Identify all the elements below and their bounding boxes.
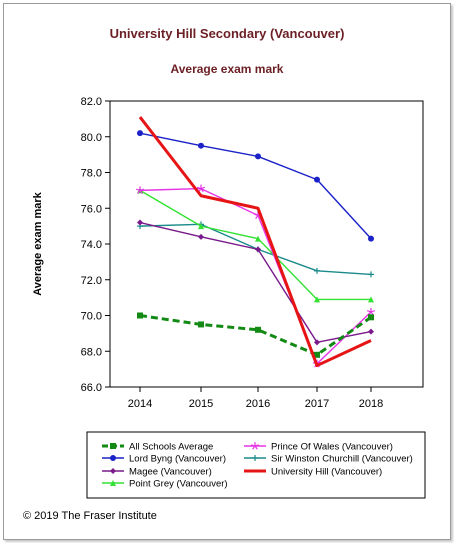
data-point (255, 326, 261, 333)
data-point (314, 176, 320, 183)
star-ray (254, 445, 258, 450)
x-tick-label: 2017 (305, 398, 329, 410)
y-tick-label: 66.0 (81, 382, 102, 394)
legend-marker (110, 443, 116, 449)
series-layer (136, 116, 375, 368)
copyright-footer: © 2019 The Fraser Institute (23, 510, 157, 522)
star-ray (136, 188, 141, 191)
legend-label: University Hill (Vancouver) (271, 467, 382, 478)
plot-area (109, 100, 424, 388)
star-ray (197, 186, 202, 190)
data-point (198, 233, 204, 240)
star-ray (370, 310, 375, 313)
star-ray (252, 445, 256, 450)
y-tick-label: 78.0 (81, 168, 102, 180)
chart-frame: University Hill Secondary (Vancouver) Av… (3, 3, 451, 540)
y-axis-label: Average exam mark (32, 191, 44, 295)
x-tick-label: 2018 (359, 398, 383, 410)
legend-label: Magee (Vancouver) (129, 467, 212, 478)
star-ray (137, 190, 141, 194)
data-point (314, 267, 320, 274)
data-point (368, 235, 374, 242)
series-line (139, 314, 372, 357)
legend-item: Prince Of Wales (Vancouver) (244, 442, 393, 453)
legend-marker (251, 442, 259, 450)
data-point (198, 223, 204, 230)
legend-label: Point Grey (Vancouver) (129, 479, 228, 490)
chart-title: University Hill Secondary (Vancouver) (110, 26, 345, 41)
legend-item: University Hill (Vancouver) (244, 467, 382, 478)
legend-item: All Schools Average (102, 442, 213, 453)
legend-item: Lord Byng (Vancouver) (102, 454, 226, 465)
legend-label: Sir Winston Churchill (Vancouver) (271, 454, 413, 465)
data-point (368, 328, 374, 335)
x-tick-label: 2015 (189, 398, 213, 410)
legend-label: Prince Of Wales (Vancouver) (271, 442, 393, 453)
legend-label: Lord Byng (Vancouver) (129, 454, 226, 465)
data-point (368, 296, 374, 303)
y-tick-label: 80.0 (81, 132, 102, 144)
star-ray (200, 186, 205, 190)
y-tick-label: 70.0 (81, 311, 102, 323)
y-tick-label: 74.0 (81, 239, 102, 251)
y-tick-label: 76.0 (81, 203, 102, 215)
legend-box (86, 431, 426, 499)
data-point (255, 153, 261, 160)
star-ray (200, 188, 204, 193)
legend-marker (110, 455, 116, 461)
star-ray (367, 310, 372, 313)
data-point (137, 130, 143, 137)
y-tick-label: 68.0 (81, 346, 102, 358)
x-axis: 2014 2015 2016 2017 2018 (128, 387, 383, 410)
series-line (138, 116, 372, 368)
series-all-schools-average (137, 312, 374, 358)
data-point (137, 312, 143, 319)
legend-item: Sir Winston Churchill (Vancouver) (244, 454, 413, 465)
legend-marker (110, 480, 116, 486)
data-point (314, 351, 320, 358)
data-point (314, 339, 320, 346)
series-lord-byng-vancouver (137, 130, 374, 242)
legend-marker (252, 455, 258, 461)
data-point (314, 296, 320, 303)
series-university-hill-vancouver (138, 116, 372, 368)
data-point (255, 246, 261, 253)
legend-label: All Schools Average (129, 442, 213, 453)
data-point (368, 314, 374, 321)
data-point (198, 142, 204, 149)
data-point (255, 235, 261, 242)
data-point (197, 184, 205, 193)
data-point (137, 219, 143, 226)
star-ray (139, 190, 143, 194)
star-ray (255, 215, 259, 219)
data-point (198, 321, 204, 328)
series-point-grey-vancouver (137, 187, 374, 303)
star-ray (254, 444, 259, 447)
chart-subtitle: Average exam mark (171, 62, 284, 76)
data-point (136, 186, 144, 194)
series-magee-vancouver (137, 219, 374, 346)
y-tick-label: 82.0 (81, 96, 102, 108)
legend-item: Magee (Vancouver) (102, 467, 212, 478)
star-ray (139, 188, 144, 191)
x-tick-label: 2014 (128, 398, 152, 410)
data-point (368, 271, 374, 278)
y-axis: 66.0 68.0 70.0 72.0 74.0 76.0 78.0 80.0 82.0 (81, 96, 110, 394)
y-tick-label: 72.0 (81, 275, 102, 287)
chart-svg: University Hill Secondary (Vancouver) Av… (23, 26, 426, 522)
legend-item: Point Grey (Vancouver) (102, 479, 228, 490)
star-ray (251, 444, 256, 447)
star-ray (254, 213, 259, 216)
legend-marker (110, 468, 116, 474)
x-tick-label: 2016 (246, 398, 270, 410)
star-ray (257, 215, 261, 219)
